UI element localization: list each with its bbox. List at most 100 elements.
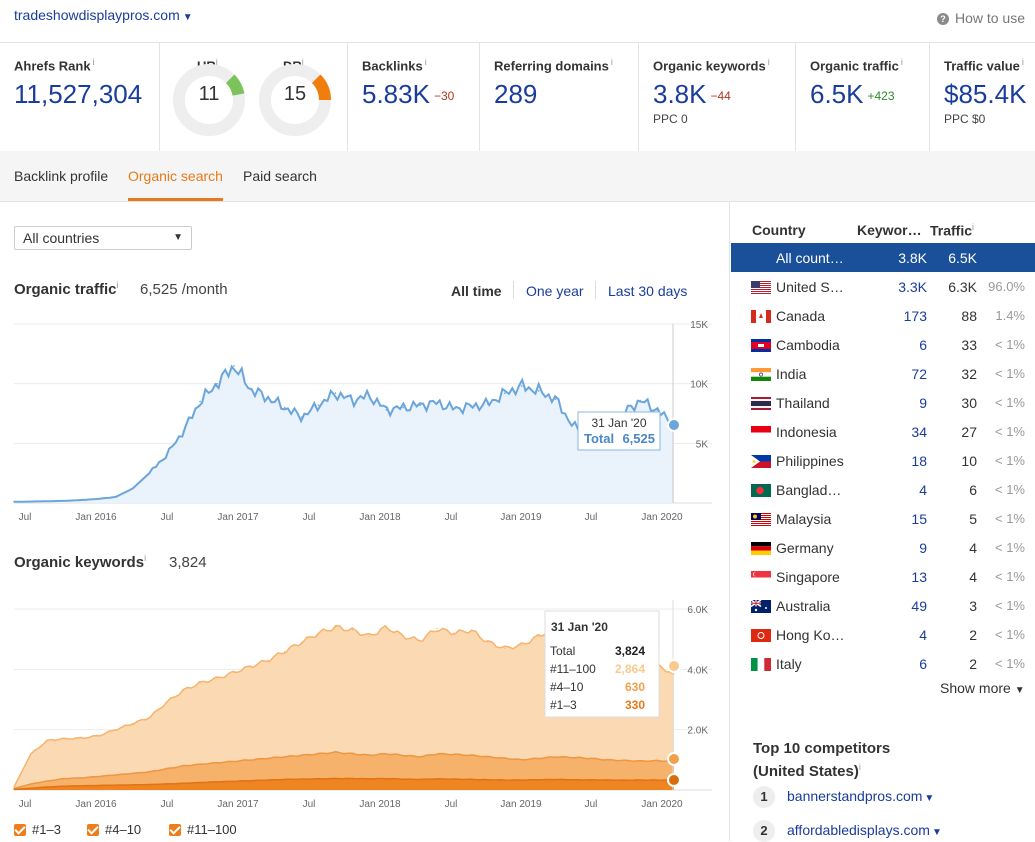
info-icon[interactable]: i <box>215 57 218 67</box>
country-keywords[interactable]: 9 <box>919 540 927 556</box>
country-row-all[interactable]: All count… 3.8K 6.5K <box>731 243 1035 272</box>
info-icon[interactable]: i <box>424 57 427 67</box>
competitor-item[interactable]: 2 affordabledisplays.com ▼ <box>753 820 942 842</box>
info-icon[interactable]: i <box>858 762 861 772</box>
country-row[interactable]: India 72 32 < 1% <box>731 359 1035 388</box>
country-keywords[interactable]: 6 <box>919 337 927 353</box>
country-row[interactable]: Australia 49 3 < 1% <box>731 591 1035 620</box>
country-row[interactable]: Thailand 9 30 < 1% <box>731 388 1035 417</box>
traffic-point <box>537 390 540 392</box>
traffic-point <box>182 430 185 433</box>
country-row[interactable]: Germany 9 4 < 1% <box>731 533 1035 562</box>
competitor-rank: 1 <box>753 786 775 808</box>
info-icon[interactable]: i <box>767 57 770 67</box>
country-keywords[interactable]: 15 <box>911 511 927 527</box>
country-row[interactable]: Banglad… 4 6 < 1% <box>731 475 1035 504</box>
tab-backlink-profile[interactable]: Backlink profile <box>14 168 109 184</box>
period-all-time[interactable]: All time <box>451 283 502 299</box>
country-row[interactable]: Philippines 18 10 < 1% <box>731 446 1035 475</box>
keyword-point <box>385 777 387 780</box>
country-keywords[interactable]: 34 <box>911 424 927 440</box>
flag-de-icon <box>751 542 771 555</box>
traffic-line <box>14 364 675 503</box>
competitor-item[interactable]: 1 bannerstandpros.com ▼ <box>753 786 934 808</box>
keyword-point <box>148 783 150 786</box>
keyword-point <box>267 659 269 661</box>
country-keywords[interactable]: 72 <box>911 366 927 382</box>
y-tick-label: 6.0K <box>687 605 708 616</box>
info-icon[interactable]: i <box>972 222 975 232</box>
country-keywords[interactable]: 4 <box>919 482 927 498</box>
info-icon[interactable]: i <box>900 57 903 67</box>
country-row[interactable]: United S… 3.3K 6.3K 96.0% <box>731 272 1035 301</box>
domain-selector[interactable]: tradeshowdisplaypros.com ▼ <box>14 7 193 23</box>
country-keywords[interactable]: 9 <box>919 395 927 411</box>
ahrefs-rank-value[interactable]: 11,527,304 <box>14 79 143 109</box>
info-icon[interactable]: i <box>1021 57 1024 67</box>
organic-traffic-value[interactable]: 6.5K <box>810 79 864 109</box>
metric-referring-domains: Referring domains i 289 <box>480 43 639 151</box>
country-traffic-pct: 1.4% <box>995 308 1025 323</box>
competitor-domain[interactable]: affordabledisplays.com <box>787 822 930 838</box>
keyword-point <box>656 779 658 781</box>
traffic-point <box>385 409 388 411</box>
keyword-point <box>470 629 472 631</box>
keyword-point <box>504 779 506 781</box>
country-keywords[interactable]: 3.8K <box>898 250 927 266</box>
chevron-down-icon[interactable]: ▼ <box>931 827 942 838</box>
legend-4-10[interactable]: #4–10 <box>87 822 141 837</box>
country-keywords[interactable]: 49 <box>911 598 927 614</box>
period-last-30-days[interactable]: Last 30 days <box>608 283 688 299</box>
country-keywords[interactable]: 173 <box>903 308 927 324</box>
tab-organic-search[interactable]: Organic search <box>128 168 223 184</box>
y-tick-label: 2.0K <box>687 726 708 737</box>
country-keywords[interactable]: 6 <box>919 656 927 672</box>
col-header-keywords[interactable]: Keywor… <box>857 222 922 238</box>
country-row[interactable]: Singapore 13 4 < 1% <box>731 562 1035 591</box>
keyword-point <box>385 753 387 755</box>
country-row[interactable]: Indonesia 34 27 < 1% <box>731 417 1035 446</box>
col-header-traffic[interactable]: Traffici <box>930 222 974 239</box>
show-more-button[interactable]: Show more ▼ <box>940 680 1025 696</box>
keyword-point <box>30 787 32 789</box>
traffic-point <box>436 401 438 404</box>
chevron-down-icon[interactable]: ▼ <box>924 793 935 804</box>
keyword-point <box>436 778 438 780</box>
country-row[interactable]: Hong Ko… 4 2 < 1% <box>731 620 1035 649</box>
tab-paid-search[interactable]: Paid search <box>243 168 317 184</box>
country-keywords[interactable]: 4 <box>919 627 927 643</box>
organic-keywords-chart[interactable]: Jul Jan 2016 Jul Jan 2017 Jul Jan 2018 Jul Jan … <box>0 590 725 815</box>
legend-11-100[interactable]: #11–100 <box>169 822 237 837</box>
organic-keywords-summary: 3,824 <box>169 554 207 571</box>
info-icon[interactable]: i <box>144 553 147 563</box>
keyword-point <box>453 632 455 634</box>
info-icon[interactable]: i <box>116 280 119 290</box>
country-select[interactable]: All countries ▼ <box>14 226 192 250</box>
backlinks-value[interactable]: 5.83K <box>362 79 430 109</box>
period-separator <box>595 281 596 299</box>
how-to-use-link[interactable]: ? How to use <box>936 10 1025 26</box>
period-one-year[interactable]: One year <box>526 283 584 299</box>
referring-domains-value[interactable]: 289 <box>494 79 538 109</box>
organic-traffic-chart[interactable]: Jul Jan 2016 Jul Jan 2017 Jul Jan 2018 Jul Jan … <box>0 318 725 528</box>
competitor-domain[interactable]: bannerstandpros.com <box>787 788 923 804</box>
country-keywords[interactable]: 3.3K <box>898 279 927 295</box>
how-to-use-label: How to use <box>954 10 1025 26</box>
flag-hk-icon <box>751 629 771 642</box>
country-row[interactable]: Malaysia 15 5 < 1% <box>731 504 1035 533</box>
traffic-point <box>571 424 574 427</box>
country-row[interactable]: Canada 173 88 1.4% <box>731 301 1035 330</box>
organic-traffic-label: Organic traffic <box>810 58 899 74</box>
legend-1-3[interactable]: #1–3 <box>14 822 61 837</box>
info-icon[interactable]: i <box>610 57 613 67</box>
country-keywords[interactable]: 18 <box>911 453 927 469</box>
organic-traffic-title: Organic traffici <box>14 280 119 298</box>
organic-keywords-value[interactable]: 3.8K <box>653 79 707 109</box>
country-keywords[interactable]: 13 <box>911 569 927 585</box>
country-row[interactable]: Italy 6 2 < 1% <box>731 649 1035 678</box>
info-icon[interactable]: i <box>92 57 95 67</box>
col-header-country[interactable]: Country <box>752 222 806 238</box>
traffic-value-value[interactable]: $85.4K <box>944 79 1027 109</box>
country-row[interactable]: Cambodia 6 33 < 1% <box>731 330 1035 359</box>
info-icon[interactable]: i <box>301 57 304 67</box>
